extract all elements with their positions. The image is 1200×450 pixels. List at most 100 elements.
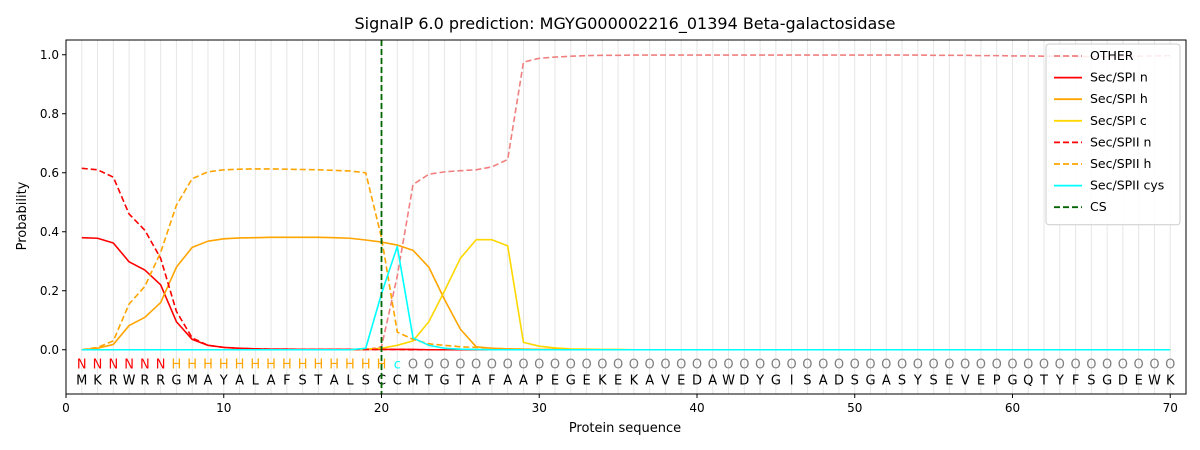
region-label: O	[487, 358, 497, 373]
region-label: O	[455, 358, 465, 373]
legend: OTHER Sec/SPI n Sec/SPI h Sec/SPI c Sec/SPII…	[1045, 43, 1181, 226]
region-label: O	[723, 358, 733, 373]
region-label: O	[771, 358, 781, 373]
residue-letter: L	[252, 373, 260, 388]
residue-letter: I	[790, 373, 794, 388]
residue-letter: M	[407, 373, 418, 388]
residue-letter: T	[313, 373, 322, 388]
series-lines	[81, 54, 1171, 351]
series-line	[81, 168, 1171, 351]
region-label: H	[187, 358, 197, 373]
series-line	[81, 54, 1171, 351]
region-label: H	[361, 358, 371, 373]
region-label: O	[787, 358, 797, 373]
residue-letter: M	[187, 373, 198, 388]
residue-letter: F	[488, 373, 495, 388]
residue-letter: C	[377, 373, 386, 388]
residue-letter: Y	[1055, 373, 1064, 388]
series-line	[81, 238, 1171, 351]
residue-letter: A	[472, 373, 481, 388]
residue-letter: E	[1135, 373, 1143, 388]
residue-letter: S	[1087, 373, 1095, 388]
region-label: H	[219, 358, 229, 373]
residue-letter: S	[929, 373, 937, 388]
y-tick-label: 0.0	[40, 343, 59, 357]
region-label: O	[818, 358, 828, 373]
residue-letter: G	[566, 373, 576, 388]
region-label: O	[645, 358, 655, 373]
region-label: O	[1118, 358, 1128, 373]
region-label: O	[424, 358, 434, 373]
y-tick-label: 0.4	[40, 225, 59, 239]
residue-letter: D	[692, 373, 702, 388]
region-label: O	[1102, 358, 1112, 373]
residue-letter: K	[598, 373, 607, 388]
region-label: O	[629, 358, 639, 373]
region-label: H	[172, 358, 182, 373]
residue-letter: V	[661, 373, 670, 388]
residue-letter: D	[1118, 373, 1128, 388]
residue-letter: A	[645, 373, 654, 388]
residue-letter: T	[424, 373, 433, 388]
grid-lines	[81, 40, 1171, 394]
region-label: O	[834, 358, 844, 373]
residue-letter: C	[393, 373, 402, 388]
region-label: O	[503, 358, 513, 373]
residue-letter: Q	[1023, 373, 1033, 388]
region-label: O	[976, 358, 986, 373]
residue-letter: E	[614, 373, 622, 388]
residue-letter: S	[362, 373, 370, 388]
y-axis-ticks: 0.0 0.2 0.4 0.6 0.8 1.0	[40, 48, 66, 357]
region-label: O	[708, 358, 718, 373]
residue-letter: S	[298, 373, 306, 388]
residue-letter: W	[1148, 373, 1161, 388]
region-label: O	[613, 358, 623, 373]
chart-title: SignalP 6.0 prediction: MGYG000002216_01…	[354, 14, 895, 34]
series-line	[81, 167, 1171, 351]
residue-letter: M	[76, 373, 87, 388]
region-label: H	[314, 358, 324, 373]
residue-letter: R	[109, 373, 118, 388]
legend-label: Sec/SPII cys	[1090, 178, 1164, 193]
residue-letter: G	[865, 373, 875, 388]
region-label: O	[865, 358, 875, 373]
legend-box	[1045, 43, 1181, 226]
x-tick-label: 50	[847, 401, 862, 415]
residue-letter: G	[1102, 373, 1112, 388]
region-label: O	[1149, 358, 1159, 373]
x-tick-label: 40	[689, 401, 704, 415]
legend-label: OTHER	[1090, 48, 1134, 63]
residue-letter: P	[993, 373, 1001, 388]
region-label: N	[140, 358, 150, 373]
region-label: O	[408, 358, 418, 373]
residue-letter: V	[961, 373, 970, 388]
region-label: O	[913, 358, 923, 373]
y-axis-label: Probability	[15, 181, 30, 250]
region-label: O	[1165, 358, 1175, 373]
residue-letter: Y	[755, 373, 764, 388]
residue-letter: G	[1007, 373, 1017, 388]
x-axis-ticks: 0 10 20 30 40 50 60 70	[62, 394, 1178, 415]
y-tick-label: 1.0	[40, 48, 59, 62]
region-label: O	[518, 358, 528, 373]
region-label: O	[660, 358, 670, 373]
residue-letter: G	[440, 373, 450, 388]
region-label: H	[298, 358, 308, 373]
residue-letter: P	[535, 373, 543, 388]
legend-label: CS	[1090, 199, 1107, 214]
region-label: O	[1055, 358, 1065, 373]
residue-letter: R	[140, 373, 149, 388]
residue-letter: A	[708, 373, 717, 388]
residue-letter: A	[267, 373, 276, 388]
region-label: O	[992, 358, 1002, 373]
region-label: O	[1070, 358, 1080, 373]
region-label: H	[235, 358, 245, 373]
legend-label: Sec/SPI h	[1090, 91, 1148, 106]
legend-label: Sec/SPII h	[1090, 156, 1151, 171]
region-label: H	[282, 358, 292, 373]
region-label: O	[1086, 358, 1096, 373]
residue-letter: A	[519, 373, 528, 388]
region-label: O	[439, 358, 449, 373]
residue-letter: D	[834, 373, 844, 388]
